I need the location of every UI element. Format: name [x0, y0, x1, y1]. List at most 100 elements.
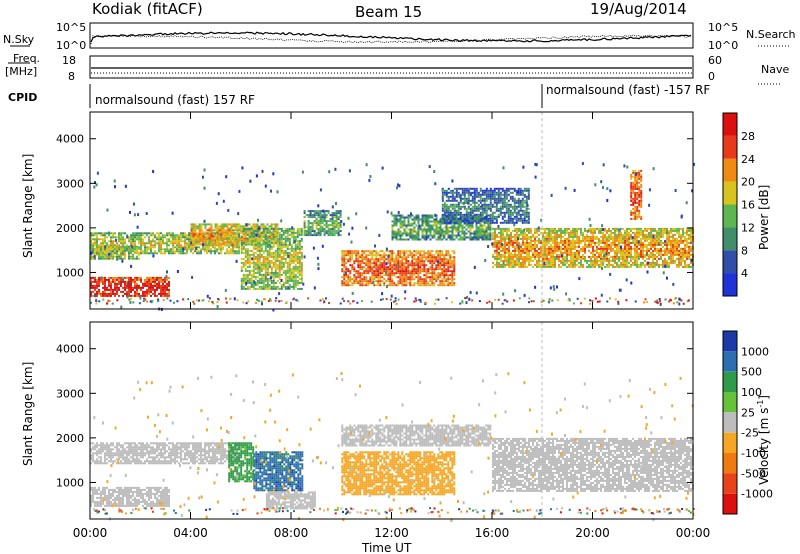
nsky-traces [90, 31, 692, 45]
power-colorbar-swatch [723, 113, 737, 136]
velocity-colorbar-swatch [723, 331, 737, 352]
nsearch-tick-low: 10^0 [708, 39, 738, 52]
y-tick-label: 2000 [56, 222, 84, 235]
cpid-segment-2: normalsound (fast) -157 RF [546, 83, 710, 97]
freq-unit: [MHz] [5, 65, 37, 78]
power-colorbar-tick: 4 [741, 267, 748, 280]
velocity-colorbar-tick: -500 [741, 467, 766, 480]
x-tick-label: 16:00 [475, 526, 510, 540]
power-y-ticks: 1000 2000 3000 4000 [56, 133, 693, 279]
nsky-trace [90, 31, 692, 43]
power-colorbar-swatch [723, 181, 737, 205]
power-colorbar-tick: 12 [741, 221, 755, 234]
velocity-echo-band [90, 442, 240, 465]
nsky-label: N.Sky [3, 33, 35, 46]
velocity-colorbar-tick: 100 [741, 386, 762, 399]
power-speckle [90, 162, 695, 312]
x-tick-label: 08:00 [274, 526, 309, 540]
freq-label: Freq. [13, 52, 40, 65]
nsky-strip-frame [89, 22, 694, 49]
power-colorbar-tick: 28 [741, 130, 755, 143]
velocity-colorbar-tick: -1000 [741, 488, 773, 501]
y-tick-label: 1000 [56, 266, 84, 279]
velocity-echo-band [492, 437, 694, 492]
power-echo-band [240, 227, 303, 290]
y-tick-label: 4000 [56, 133, 84, 146]
velocity-colorbar-tick: -100 [741, 447, 766, 460]
velocity-colorbar-swatch [723, 351, 737, 372]
x-tick-label: 12:00 [374, 526, 409, 540]
velocity-colorbar-swatch [723, 412, 737, 433]
nave-tick-low: 0 [708, 70, 715, 83]
nave-label: Nave [761, 63, 789, 76]
nave-tick-high: 60 [708, 54, 722, 67]
velocity-colorbar-tick: 25 [741, 406, 755, 419]
velocity-echo-band [90, 486, 170, 507]
cpid-label: CPID [8, 91, 37, 104]
velocity-speckle [93, 372, 695, 522]
y-tick-label: 2000 [56, 432, 84, 445]
velocity-colorbar-swatch [723, 392, 737, 413]
velocity-colorbar-swatch [723, 432, 737, 453]
nsearch-trace [90, 34, 692, 45]
cpid-segment-1: normalsound (fast) 157 RF [95, 93, 255, 107]
velocity-colorbar-tick: 500 [741, 366, 762, 379]
power-colorbar-tick: 24 [741, 153, 755, 166]
velocity-colorbar-swatch [723, 473, 737, 494]
y-tick-label: 1000 [56, 476, 84, 489]
nsearch-tick-high: 10^5 [708, 21, 738, 34]
velocity-colorbar-swatch [723, 371, 737, 392]
velocity-colorbar: 1000 500 100 25 -25 -100 -500 -1000 [722, 330, 773, 515]
velocity-colorbar-swatch [723, 453, 737, 474]
power-echo-band [441, 187, 530, 224]
power-colorbar-swatch [723, 273, 737, 296]
velocity-echo-band [341, 424, 492, 447]
power-echo-band [303, 210, 342, 237]
power-colorbar-swatch [723, 204, 737, 228]
freq-strip-frame [89, 55, 694, 79]
x-tick-label: 20:00 [575, 526, 610, 540]
nsky-tick-low: 10^0 [56, 39, 86, 52]
y-tick-label: 3000 [56, 387, 84, 400]
velocity-echo-band [253, 451, 304, 492]
power-echo-band [90, 276, 170, 297]
velocity-echo-band [265, 491, 316, 510]
power-colorbar-swatch [723, 227, 737, 251]
velocity-data [90, 372, 695, 522]
station-title: Kodiak (fitACF) [92, 0, 203, 18]
x-tick-label: 00:00 [73, 526, 108, 540]
velocity-echo-band [228, 442, 255, 483]
power-colorbar-tick: 8 [741, 244, 748, 257]
power-colorbar-swatch [723, 250, 737, 274]
x-tick-label: 00:00 [676, 526, 711, 540]
x-ticks: 00:00 04:00 08:00 12:00 16:00 20:00 00:00 [73, 112, 711, 540]
power-y-axis-label: Slant Range [km] [21, 154, 35, 258]
velocity-colorbar-swatch [723, 493, 737, 514]
freq-tick-low: 8 [68, 70, 75, 83]
power-colorbar-swatch [723, 135, 737, 159]
x-axis-label: Time UT [361, 541, 412, 554]
freq-tick-high: 18 [62, 54, 76, 67]
power-colorbar: 28 24 20 16 12 8 4 [722, 112, 755, 297]
power-colorbar-tick: 20 [741, 176, 755, 189]
nsearch-label: N.Search [746, 28, 796, 41]
velocity-colorbar-label: Velocity [m s-1] [756, 395, 771, 485]
power-echo-band [492, 227, 694, 268]
velocity-colorbar-frame [722, 330, 738, 515]
velocity-y-axis-label: Slant Range [km] [21, 362, 35, 466]
y-tick-label: 4000 [56, 343, 84, 356]
power-colorbar-swatch [723, 158, 737, 182]
beam-title: Beam 15 [355, 3, 422, 21]
velocity-y-ticks: 1000 2000 3000 4000 [56, 343, 693, 489]
power-data [90, 162, 695, 312]
velocity-colorbar-tick: -25 [741, 427, 759, 440]
date-title: 19/Aug/2014 [590, 0, 687, 18]
y-tick-label: 3000 [56, 177, 84, 190]
power-colorbar-label: Power [dB] [757, 185, 771, 250]
power-colorbar-frame [722, 112, 738, 297]
velocity-colorbar-tick: 1000 [741, 345, 769, 358]
nsky-tick-high: 10^5 [56, 21, 86, 34]
x-tick-label: 04:00 [173, 526, 208, 540]
power-colorbar-tick: 16 [741, 199, 755, 212]
